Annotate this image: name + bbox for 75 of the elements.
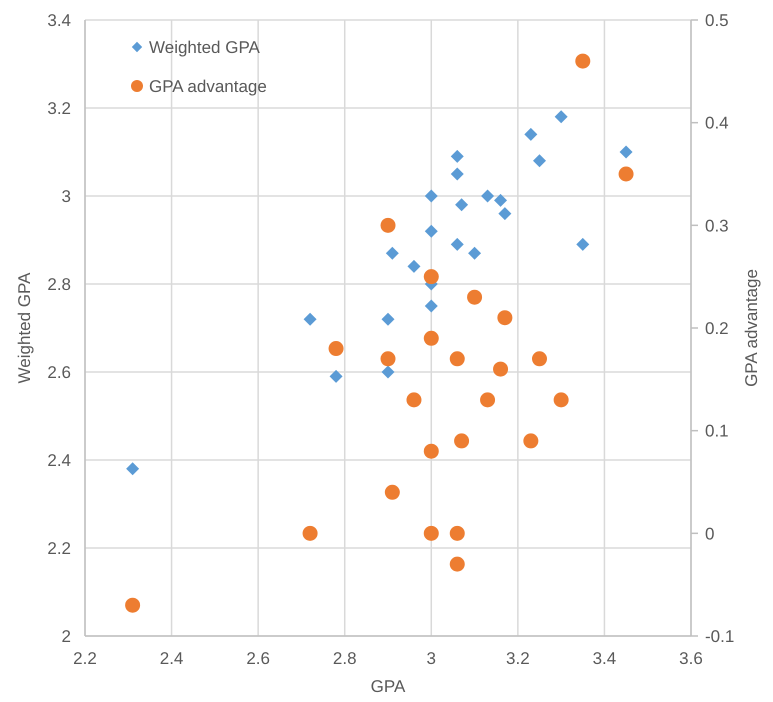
- y2-axis-title: GPA advantage: [742, 269, 761, 387]
- point: [406, 392, 422, 408]
- point: [620, 146, 633, 158]
- point: [455, 198, 468, 212]
- point: [454, 433, 470, 448]
- point: [126, 462, 140, 476]
- y-tick-label: 3.2: [47, 99, 71, 118]
- x-tick-label: 2.6: [246, 649, 270, 668]
- point: [554, 392, 569, 408]
- y2-tick-label: 0.5: [705, 11, 729, 30]
- point: [467, 290, 482, 305]
- point: [554, 110, 568, 124]
- legend-label: Weighted GPA: [149, 38, 261, 57]
- point: [450, 150, 464, 163]
- y2-tick-label: 0.2: [705, 319, 729, 338]
- point: [576, 238, 590, 251]
- point: [328, 341, 344, 356]
- point: [424, 190, 438, 202]
- point: [330, 370, 343, 383]
- y-tick-label: 2.4: [47, 451, 71, 470]
- point: [407, 260, 420, 273]
- point: [480, 392, 496, 408]
- y2-tick-label: 0.4: [705, 114, 729, 133]
- point: [382, 312, 394, 326]
- point: [524, 128, 538, 141]
- point: [382, 366, 394, 378]
- x-axis-title: GPA: [370, 677, 406, 696]
- point: [493, 362, 508, 377]
- point: [380, 351, 396, 366]
- point: [450, 168, 464, 180]
- y2-tick-label: 0.1: [705, 422, 729, 441]
- point: [494, 194, 508, 207]
- point: [424, 300, 438, 312]
- point: [618, 166, 634, 182]
- point: [384, 484, 400, 500]
- x-tick-label: 3: [426, 649, 436, 668]
- point: [497, 310, 512, 326]
- x-tick-label: 3.2: [506, 649, 530, 668]
- y-axis-title: Weighted GPA: [15, 272, 34, 384]
- x-tick-label: 3.6: [679, 649, 703, 668]
- point: [302, 526, 318, 541]
- y2-tick-label: 0: [705, 524, 714, 544]
- point: [498, 207, 512, 220]
- x-tick-label: 2.4: [160, 649, 184, 668]
- point: [125, 598, 140, 613]
- point: [424, 224, 438, 238]
- point: [533, 154, 546, 168]
- y2-tick-label: -0.1: [705, 627, 734, 646]
- point: [380, 218, 396, 233]
- point: [468, 246, 482, 260]
- legend-label: GPA advantage: [149, 77, 267, 96]
- y-tick-label: 3: [62, 187, 71, 206]
- y-tick-label: 3.4: [47, 11, 71, 30]
- y-tick-label: 2.2: [47, 539, 71, 558]
- point: [424, 269, 439, 284]
- x-tick-label: 2.2: [73, 649, 97, 668]
- point: [450, 238, 464, 251]
- point: [386, 246, 399, 260]
- y-tick-label: 2.6: [47, 363, 71, 382]
- point: [575, 54, 590, 69]
- point: [450, 556, 465, 572]
- point: [424, 330, 439, 346]
- y2-tick-label: 0.3: [705, 216, 729, 236]
- x-tick-label: 2.8: [332, 649, 357, 668]
- point: [450, 526, 465, 541]
- point: [424, 444, 439, 459]
- point: [450, 351, 465, 366]
- y-tick-label: 2: [62, 627, 71, 646]
- y-tick-label: 2.8: [47, 275, 71, 294]
- point: [424, 526, 439, 541]
- point: [532, 351, 547, 366]
- x-tick-label: 3.4: [592, 649, 616, 668]
- point: [523, 433, 538, 448]
- point: [304, 312, 317, 326]
- point: [481, 190, 494, 202]
